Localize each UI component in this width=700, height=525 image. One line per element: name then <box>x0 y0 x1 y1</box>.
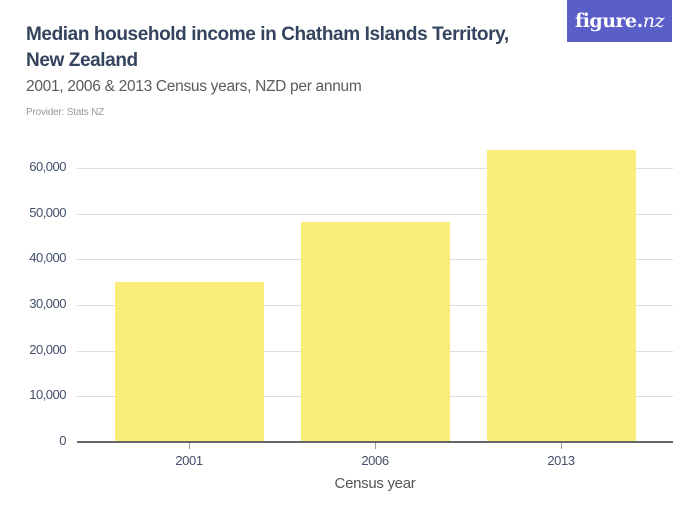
gridline-50000 <box>77 214 673 215</box>
bar-2001[interactable] <box>115 282 264 442</box>
x-tick-mark <box>561 443 562 449</box>
logo-text-main: figure. <box>575 10 643 32</box>
y-tick-label: 10,000 <box>29 387 66 402</box>
y-tick-label: 20,000 <box>29 342 66 357</box>
y-tick-label: 0 <box>59 433 66 448</box>
y-tick-label: 50,000 <box>29 205 66 220</box>
logo-text-suffix: nz <box>642 10 665 32</box>
x-tick-label: 2001 <box>175 453 203 468</box>
figure-nz-logo[interactable]: figure. nz <box>567 0 672 42</box>
x-axis-title: Census year <box>334 475 416 492</box>
y-tick-label: 40,000 <box>29 250 66 265</box>
x-tick-mark <box>375 443 376 449</box>
chart-subtitle: 2001, 2006 & 2013 Census years, NZD per … <box>26 78 362 95</box>
chart-title: Median household income in Chatham Islan… <box>26 24 509 71</box>
y-tick-label: 60,000 <box>29 159 66 174</box>
y-tick-label: 30,000 <box>29 296 66 311</box>
bar-2013[interactable] <box>487 150 636 442</box>
bar-2006[interactable] <box>301 222 450 442</box>
x-tick-label: 2013 <box>547 453 575 468</box>
x-axis-line <box>77 441 673 443</box>
x-tick-mark <box>189 443 190 449</box>
gridline-60000 <box>77 168 673 169</box>
provider-label: Provider: Stats NZ <box>26 107 105 118</box>
x-tick-label: 2006 <box>361 453 389 468</box>
